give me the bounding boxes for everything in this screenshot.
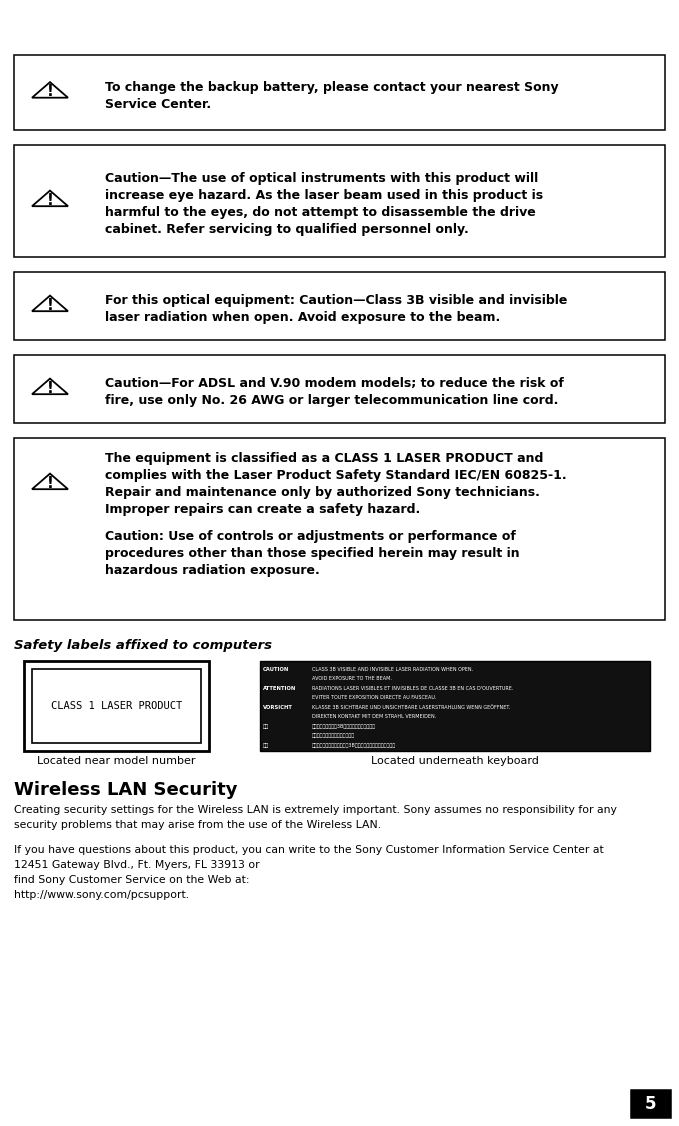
- Text: laser radiation when open. Avoid exposure to the beam.: laser radiation when open. Avoid exposur…: [105, 311, 500, 324]
- Text: RADIATIONS LASER VISIBLES ET INVISIBLES DE CLASSE 3B EN CAS D'OUVERTURE.: RADIATIONS LASER VISIBLES ET INVISIBLES …: [312, 686, 513, 691]
- Text: CLASS 1 LASER PRODUCT: CLASS 1 LASER PRODUCT: [51, 701, 182, 711]
- Bar: [14, 355, 665, 423]
- Text: Wireless LAN Security: Wireless LAN Security: [14, 781, 238, 799]
- Text: CAUTION: CAUTION: [263, 667, 289, 672]
- Text: Improper repairs can create a safety hazard.: Improper repairs can create a safety haz…: [105, 503, 420, 516]
- Text: hazardous radiation exposure.: hazardous radiation exposure.: [105, 564, 320, 577]
- Text: 危険: 危険: [263, 743, 270, 748]
- Text: KLASSE 3B SICHTBARE UND UNSICHTBARE LASERSTRAHLUNG WENN GEÖFFNET.: KLASSE 3B SICHTBARE UND UNSICHTBARE LASE…: [312, 705, 510, 709]
- Text: 注意: 注意: [263, 724, 270, 729]
- Text: !: !: [47, 84, 54, 99]
- Text: Located near model number: Located near model number: [37, 756, 196, 766]
- Text: DIREKTEN KONTAKT MIT DEM STRAHL VERMEIDEN.: DIREKTEN KONTAKT MIT DEM STRAHL VERMEIDE…: [312, 714, 436, 720]
- Text: !: !: [47, 476, 54, 491]
- Text: The equipment is classified as a CLASS 1 LASER PRODUCT and: The equipment is classified as a CLASS 1…: [105, 452, 543, 465]
- Text: Caution—For ADSL and V.90 modem models; to reduce the risk of: Caution—For ADSL and V.90 modem models; …: [105, 377, 564, 390]
- Text: VORSICHT: VORSICHT: [263, 705, 293, 709]
- Text: Caution—The use of optical instruments with this product will: Caution—The use of optical instruments w…: [105, 172, 538, 185]
- Text: To change the backup battery, please contact your nearest Sony: To change the backup battery, please con…: [105, 81, 559, 93]
- Text: find Sony Customer Service on the Web at:: find Sony Customer Service on the Web at…: [14, 875, 249, 885]
- Text: http://www.sony.com/pcsupport.: http://www.sony.com/pcsupport.: [14, 890, 189, 900]
- Bar: [631, 1090, 671, 1118]
- Bar: [260, 661, 650, 751]
- Text: security problems that may arise from the use of the Wireless LAN.: security problems that may arise from th…: [14, 820, 381, 830]
- Text: EVITER TOUTE EXPOSITION DIRECTE AU FAISCEAU.: EVITER TOUTE EXPOSITION DIRECTE AU FAISC…: [312, 696, 437, 700]
- Bar: [14, 272, 665, 340]
- Bar: [24, 661, 209, 751]
- Text: !: !: [47, 193, 54, 208]
- Text: fire, use only No. 26 AWG or larger telecommunication line cord.: fire, use only No. 26 AWG or larger tele…: [105, 394, 558, 408]
- Text: Service Center.: Service Center.: [105, 98, 211, 110]
- Text: ATTENTION: ATTENTION: [263, 686, 296, 691]
- Text: cabinet. Refer servicing to qualified personnel only.: cabinet. Refer servicing to qualified pe…: [105, 223, 469, 236]
- Text: procedures other than those specified herein may result in: procedures other than those specified he…: [105, 547, 519, 560]
- Text: Located underneath keyboard: Located underneath keyboard: [371, 756, 539, 766]
- Text: For this optical equipment: Caution—Class 3B visible and invisible: For this optical equipment: Caution—Clas…: [105, 294, 568, 307]
- Text: !: !: [47, 297, 54, 313]
- Text: 振开光射产生可见和不可见的3B类激光辐射，请避免光束照射。: 振开光射产生可见和不可见的3B类激光辐射，请避免光束照射。: [312, 743, 396, 748]
- Bar: [14, 145, 665, 257]
- Text: 12451 Gateway Blvd., Ft. Myers, FL 33913 or: 12451 Gateway Blvd., Ft. Myers, FL 33913…: [14, 860, 259, 870]
- Text: Creating security settings for the Wireless LAN is extremely important. Sony ass: Creating security settings for the Wirel…: [14, 805, 617, 815]
- Text: ここを開くとクラス3Bの可視レーザ光が出る。: ここを開くとクラス3Bの可視レーザ光が出る。: [312, 724, 376, 729]
- Bar: [32, 669, 201, 743]
- Text: complies with the Laser Product Safety Standard IEC/EN 60825-1.: complies with the Laser Product Safety S…: [105, 470, 566, 482]
- Text: Safety labels affixed to computers: Safety labels affixed to computers: [14, 638, 272, 652]
- Text: Repair and maintenance only by authorized Sony technicians.: Repair and maintenance only by authorize…: [105, 486, 540, 499]
- Text: AVOID EXPOSURE TO THE BEAM.: AVOID EXPOSURE TO THE BEAM.: [312, 677, 392, 681]
- Text: harmful to the eyes, do not attempt to disassemble the drive: harmful to the eyes, do not attempt to d…: [105, 206, 536, 220]
- Text: 5: 5: [645, 1094, 657, 1112]
- Text: ビームに人体をさらさないこと。: ビームに人体をさらさないこと。: [312, 733, 355, 739]
- Bar: [14, 438, 665, 620]
- Bar: [14, 55, 665, 129]
- Text: !: !: [47, 381, 54, 395]
- Text: If you have questions about this product, you can write to the Sony Customer Inf: If you have questions about this product…: [14, 844, 604, 855]
- Text: CLASS 3B VISIBLE AND INVISIBLE LASER RADIATION WHEN OPEN.: CLASS 3B VISIBLE AND INVISIBLE LASER RAD…: [312, 667, 473, 672]
- Text: increase eye hazard. As the laser beam used in this product is: increase eye hazard. As the laser beam u…: [105, 189, 543, 202]
- Text: Caution: Use of controls or adjustments or performance of: Caution: Use of controls or adjustments …: [105, 530, 516, 543]
